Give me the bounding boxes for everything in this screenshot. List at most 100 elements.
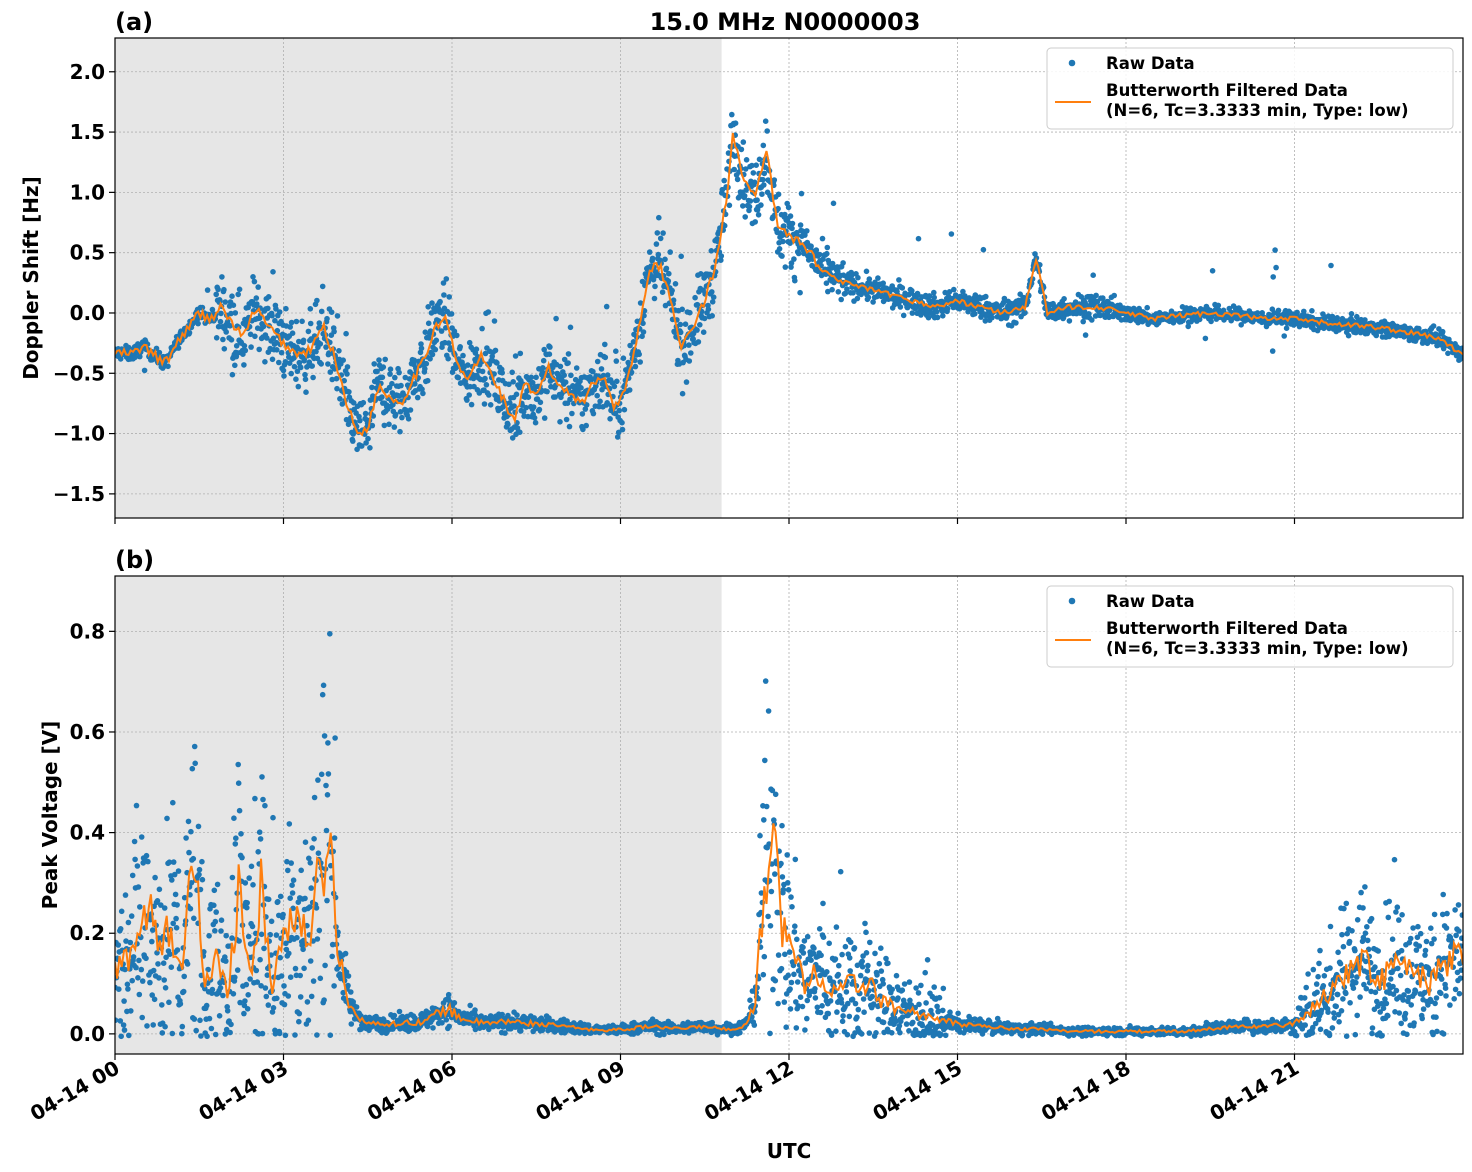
raw-data-point [414, 394, 421, 401]
raw-data-point [870, 1001, 877, 1007]
raw-data-point [694, 301, 701, 308]
raw-data-point [382, 356, 389, 363]
raw-data-point [757, 832, 763, 839]
raw-data-point [613, 348, 619, 355]
raw-data-point [381, 422, 388, 429]
raw-data-point [218, 928, 224, 934]
raw-data-point [255, 849, 261, 855]
raw-data-point [918, 982, 924, 989]
raw-data-point [880, 981, 886, 987]
figure-title: 15.0 MHz N0000003 [650, 8, 921, 36]
raw-data-point [1273, 264, 1279, 271]
raw-data-point [443, 1017, 450, 1023]
raw-data-point [465, 362, 471, 368]
raw-data-point [683, 379, 690, 385]
raw-data-point [1209, 268, 1216, 274]
raw-data-point [137, 904, 143, 910]
raw-data-point [218, 310, 224, 317]
raw-data-point [216, 1013, 223, 1019]
raw-data-point [262, 802, 268, 809]
y-tick-label: 0.0 [70, 301, 105, 325]
raw-data-point [863, 950, 870, 956]
raw-data-point [639, 333, 645, 340]
raw-data-point [750, 170, 757, 176]
raw-data-point [864, 967, 871, 974]
raw-data-point [541, 346, 547, 353]
raw-data-point [350, 431, 357, 437]
raw-data-point [195, 320, 201, 327]
raw-data-point [296, 1018, 302, 1025]
raw-data-point [301, 965, 307, 972]
raw-data-point [517, 350, 524, 357]
raw-data-point [913, 985, 919, 991]
raw-data-point [835, 971, 842, 978]
raw-data-point [300, 337, 307, 344]
raw-data-point [544, 388, 550, 395]
raw-data-point [866, 276, 873, 282]
y-tick-label: 1.0 [70, 180, 105, 204]
raw-data-point [472, 1007, 478, 1013]
raw-data-point [190, 855, 197, 862]
raw-data-point [348, 1021, 355, 1027]
raw-data-point [281, 373, 287, 379]
raw-data-point [278, 349, 285, 356]
raw-data-point [443, 276, 450, 282]
raw-data-point [899, 987, 906, 993]
raw-data-point [324, 315, 330, 322]
raw-data-point [485, 309, 492, 315]
raw-data-point [156, 886, 163, 893]
raw-data-point [823, 280, 830, 287]
raw-data-point [359, 443, 365, 449]
raw-data-point [223, 958, 229, 964]
raw-data-point [143, 852, 150, 859]
raw-data-point [275, 898, 281, 905]
raw-data-point [284, 858, 290, 865]
raw-data-point [865, 962, 871, 969]
raw-data-point [239, 854, 245, 861]
raw-data-point [262, 985, 269, 991]
raw-data-point [269, 312, 275, 319]
raw-data-point [753, 162, 759, 168]
raw-data-point [665, 278, 672, 284]
raw-data-point [128, 913, 135, 919]
raw-data-point [241, 343, 248, 349]
raw-data-point [662, 256, 668, 263]
raw-data-point [213, 335, 220, 341]
raw-data-point [789, 904, 795, 910]
raw-data-point [399, 414, 405, 421]
raw-data-point [151, 996, 158, 1003]
raw-data-point [934, 314, 941, 321]
raw-data-point [835, 289, 842, 295]
raw-data-point [117, 1018, 124, 1024]
raw-data-point [782, 264, 789, 270]
raw-data-point [779, 253, 785, 259]
raw-data-point [698, 271, 704, 277]
raw-data-point [411, 357, 418, 364]
raw-data-point [931, 294, 937, 301]
raw-data-point [761, 182, 767, 188]
raw-data-point [819, 1003, 825, 1009]
raw-data-point [862, 920, 868, 927]
raw-data-point [553, 315, 559, 322]
filtered-data-line [115, 132, 1463, 437]
raw-data-point [1013, 320, 1019, 326]
raw-data-point [242, 998, 248, 1004]
raw-data-point [567, 324, 574, 331]
raw-data-point [180, 988, 187, 995]
raw-data-point [223, 932, 229, 939]
raw-data-point [215, 286, 221, 293]
raw-data-point [747, 198, 754, 204]
raw-data-point [258, 931, 265, 938]
raw-data-point [236, 938, 242, 944]
raw-data-point [253, 295, 260, 301]
raw-data-point [909, 310, 916, 316]
raw-data-point [505, 421, 511, 428]
raw-data-point [211, 887, 218, 894]
raw-data-point [743, 187, 749, 193]
raw-data-point [441, 292, 447, 298]
raw-data-point [677, 321, 684, 328]
raw-data-point [1144, 304, 1150, 311]
raw-data-point [157, 937, 163, 943]
raw-data-point [228, 1021, 234, 1028]
raw-data-point [118, 1033, 124, 1040]
